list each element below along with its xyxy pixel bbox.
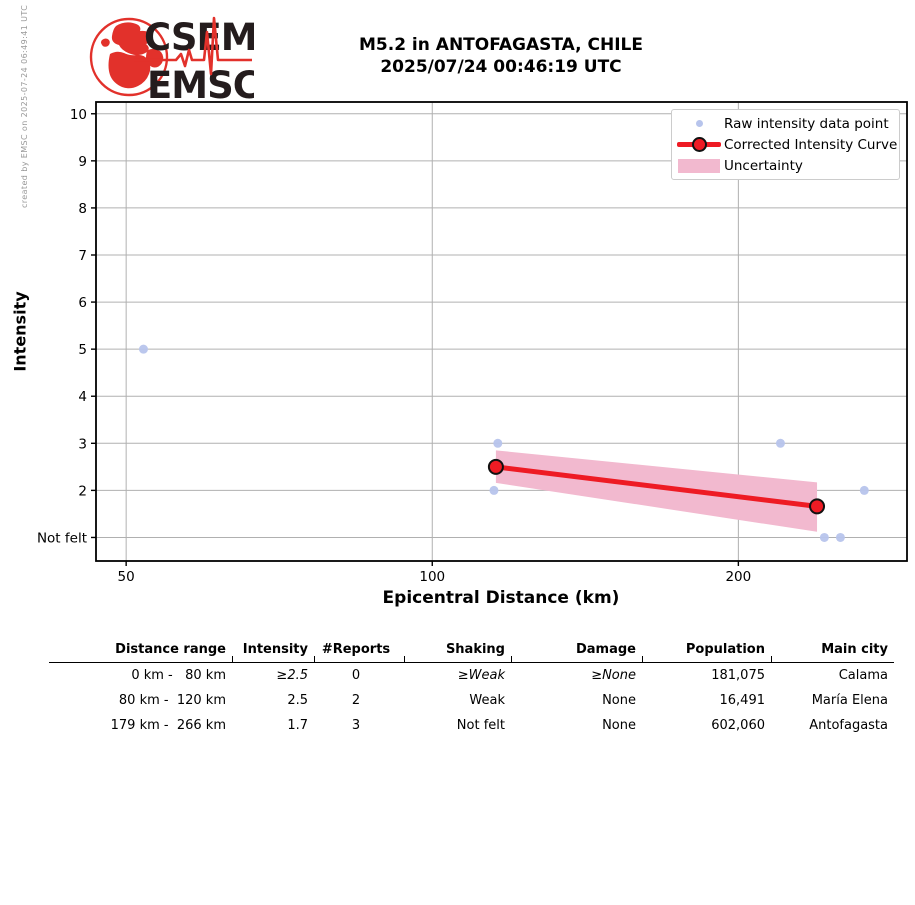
table-cell: 0 km - 80 km [131, 668, 226, 683]
table-header-distance-range: Distance range [49, 639, 232, 663]
seismogram-trace-icon [134, 16, 252, 76]
table-row: 80 km - 120 km 2.5 2 Weak None 16,491 María El… [49, 688, 894, 713]
raw-data-point [493, 438, 503, 448]
table-header-intensity: Intensity [232, 639, 314, 663]
raw-data-point [835, 532, 845, 542]
y-tick-label-8: 8 [78, 201, 87, 217]
table-cell: 602,060 [711, 718, 765, 733]
y-tick-label-2: 2 [78, 483, 87, 499]
table-header-row: Distance range Intensity #Reports Shaking Da… [49, 639, 894, 663]
table-row: 179 km - 266 km 1.7 3 Not felt None 602,060 An… [49, 713, 894, 738]
logo-text-emsc: EMSC [147, 64, 254, 103]
table-cell: 179 km - 266 km [110, 718, 226, 733]
raw-data-point [859, 485, 869, 495]
y-tick-label-9: 9 [78, 154, 87, 170]
table-cell: ≥None [591, 668, 636, 683]
table-header-shaking: Shaking [404, 639, 511, 663]
raw-data-point [489, 485, 499, 495]
distance-bins-table: Distance range Intensity #Reports Shaking Da… [49, 639, 894, 738]
plot-border [95, 101, 908, 562]
table-cell: 16,491 [719, 693, 766, 708]
table-cell: 2.5 [287, 693, 308, 708]
curve-point [809, 498, 826, 515]
corrected-intensity-curve [495, 464, 818, 509]
raw-data-point [138, 344, 148, 354]
table-cell: 0 [351, 668, 361, 683]
table-row: 0 km - 80 km ≥2.5 0 ≥Weak ≥None 181,075 Calama [49, 663, 894, 689]
table-cell: 3 [351, 718, 361, 733]
intensity-distance-chart: 50 100 200 Not felt 2 3 4 5 6 7 8 9 10 [37, 101, 908, 585]
table-header-main-city: Main city [771, 639, 894, 663]
y-axis-label: Intensity [10, 291, 30, 372]
page-title: M5.2 in ANTOFAGASTA, CHILE 2025/07/24 00… [240, 34, 762, 78]
emsc-logo: CSEM EMSC [89, 16, 254, 103]
table-header--reports: #Reports [314, 639, 404, 663]
table-header-damage: Damage [511, 639, 642, 663]
table-cell: Calama [838, 668, 888, 683]
table-cell: 1.7 [287, 718, 308, 733]
uncertainty-patch-icon [674, 158, 724, 173]
y-tick-label-1: Not felt [37, 530, 87, 546]
table-cell: Not felt [456, 718, 505, 733]
x-tick-label-50: 50 [118, 569, 135, 585]
table-header-population: Population [642, 639, 771, 663]
y-tick-label-6: 6 [78, 295, 87, 311]
chart-legend: Raw intensity data point Corrected Inten… [671, 109, 900, 180]
y-tick-label-5: 5 [78, 342, 87, 358]
uncertainty-band [495, 450, 818, 532]
table-cell: None [602, 718, 636, 733]
curve-point [487, 458, 504, 475]
legend-label-curve: Corrected Intensity Curve [724, 136, 898, 153]
raw-point-icon [674, 120, 724, 127]
logo-text-csem: CSEM [144, 16, 254, 59]
curve-marker-icon [674, 137, 724, 152]
table-cell: María Elena [811, 693, 888, 708]
legend-item-raw: Raw intensity data point [674, 113, 895, 134]
legend-label-uncertainty: Uncertainty [724, 157, 803, 174]
table-cell: Antofagasta [809, 718, 888, 733]
table-cell: 80 km - 120 km [118, 693, 226, 708]
table-cell: 2 [351, 693, 361, 708]
legend-label-raw: Raw intensity data point [724, 115, 889, 132]
event-datetime-line: 2025/07/24 00:46:19 UTC [380, 57, 622, 77]
event-title-line: M5.2 in ANTOFAGASTA, CHILE [358, 35, 643, 55]
y-tick-label-3: 3 [78, 436, 87, 452]
y-tick-label-10: 10 [70, 107, 87, 123]
raw-data-point [819, 532, 829, 542]
legend-item-curve: Corrected Intensity Curve [674, 134, 898, 155]
y-tick-label-4: 4 [78, 389, 87, 405]
raw-data-point [775, 438, 785, 448]
y-tick-label-7: 7 [78, 248, 87, 264]
table-cell: ≥Weak [457, 668, 505, 683]
table-cell: None [602, 693, 636, 708]
x-tick-label-100: 100 [419, 569, 445, 585]
legend-item-uncertainty: Uncertainty [674, 155, 895, 176]
table-cell: 181,075 [711, 668, 765, 683]
x-tick-label-200: 200 [725, 569, 751, 585]
table-cell: ≥2.5 [276, 668, 308, 683]
table-cell: Weak [469, 693, 505, 708]
x-axis-label: Epicentral Distance (km) [382, 588, 620, 608]
